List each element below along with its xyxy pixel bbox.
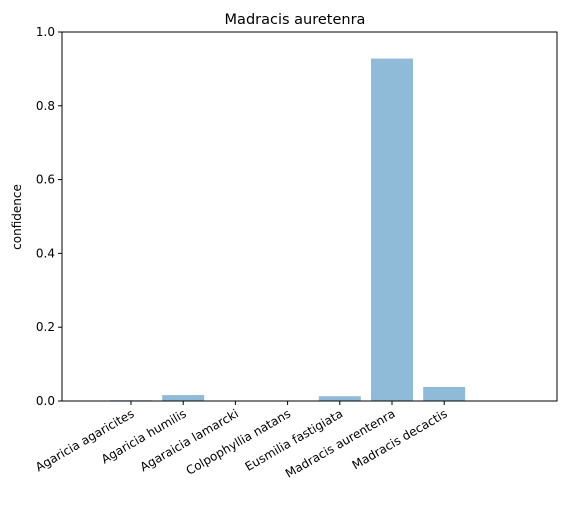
y-tick-label: 0.0 <box>36 394 55 408</box>
y-tick-label: 0.8 <box>36 99 55 113</box>
y-tick-label: 0.6 <box>36 173 55 187</box>
y-tick-label: 0.2 <box>36 320 55 334</box>
y-tick-label: 0.4 <box>36 246 55 260</box>
bars-group <box>110 58 466 402</box>
y-tick-label: 1.0 <box>36 25 55 39</box>
y-axis-label: confidence <box>10 184 24 250</box>
x-tick-label: Madracis decactis <box>350 406 450 472</box>
chart-title: Madracis auretenra <box>225 12 366 28</box>
x-tick-label: Agaricia agaricites <box>33 406 136 474</box>
plot-area <box>61 31 558 402</box>
y-axis: 0.0 0.2 0.4 0.6 0.8 1.0 <box>36 25 62 408</box>
bar <box>423 386 466 401</box>
bar <box>371 58 413 402</box>
bar <box>162 395 205 401</box>
bar <box>318 396 361 401</box>
plot-frame <box>61 31 558 402</box>
